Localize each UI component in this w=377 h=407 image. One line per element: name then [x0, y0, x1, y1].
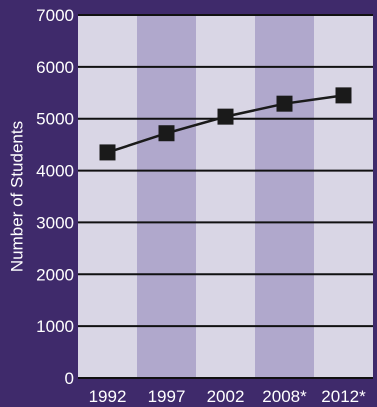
data-point-marker [335, 87, 352, 104]
y-tick-label: 3000 [36, 213, 74, 232]
data-point-marker [217, 108, 234, 125]
category-band [196, 15, 255, 378]
background-bands [78, 15, 373, 378]
y-tick-label: 1000 [36, 317, 74, 336]
x-tick-label: 1997 [148, 387, 186, 406]
y-axis-ticks: 0 1000 2000 3000 4000 5000 6000 7000 [36, 6, 74, 388]
category-band [78, 15, 137, 378]
data-point-marker [276, 95, 293, 112]
y-tick-label: 2000 [36, 265, 74, 284]
category-band [255, 15, 314, 378]
y-axis-title: Number of Students [7, 121, 26, 272]
y-tick-label: 7000 [36, 6, 74, 25]
category-band [137, 15, 196, 378]
x-tick-label: 2012* [321, 387, 366, 406]
x-axis-ticks: 1992 1997 2002 2008* 2012* [89, 387, 367, 406]
y-tick-label: 5000 [36, 110, 74, 129]
y-tick-label: 0 [65, 369, 74, 388]
category-band [314, 15, 373, 378]
data-point-marker [158, 125, 175, 142]
y-tick-label: 6000 [36, 58, 74, 77]
y-tick-label: 4000 [36, 162, 74, 181]
x-tick-label: 2002 [207, 387, 245, 406]
x-tick-label: 2008* [262, 387, 307, 406]
x-tick-label: 1992 [89, 387, 127, 406]
data-point-marker [99, 144, 116, 161]
series-group [99, 87, 352, 161]
